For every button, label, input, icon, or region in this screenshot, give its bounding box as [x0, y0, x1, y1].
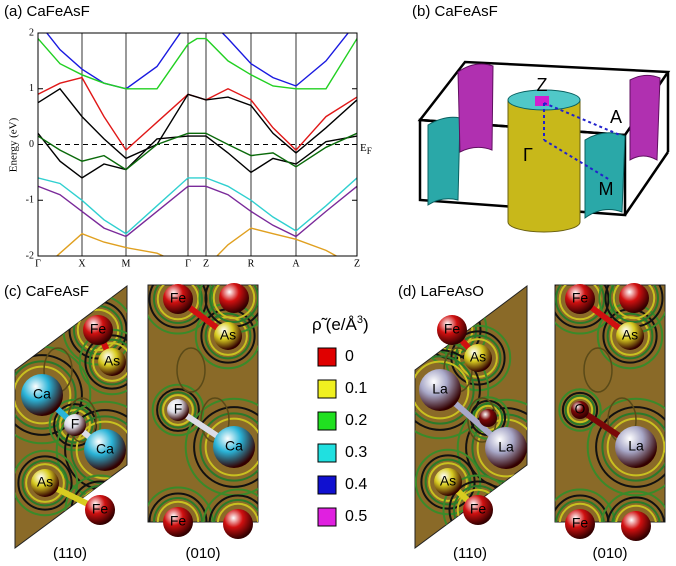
atom-label: F	[174, 401, 183, 417]
density-maps: FeAsCaFCaAsFe(110)FeAsFCaFe(010)FeAsLaLa…	[0, 264, 676, 562]
legend-label: 0	[345, 348, 354, 365]
legend-swatch	[318, 348, 336, 366]
atom-label: La	[432, 381, 448, 397]
band	[38, 39, 357, 89]
figure: (a) CaFeAsF (b) CaFeAsF (c) CaFeAsF (d) …	[0, 0, 676, 566]
fermi-label: EF	[360, 142, 372, 157]
plane-label: (110)	[453, 545, 487, 562]
density-map: Fe As La La As Fe (110)	[392, 286, 555, 562]
density-map: FeAsOLaFe(010)	[546, 264, 676, 562]
legend-swatch	[318, 380, 336, 398]
legend-title: ρ̃(e/Å3)	[312, 314, 369, 335]
atom-label: Ca	[225, 438, 243, 454]
atom-label: F	[71, 416, 80, 432]
x-tick-label: Γ	[185, 258, 191, 269]
atom-label: La	[628, 438, 644, 454]
legend-label: 0.3	[345, 444, 367, 461]
legend-unit: (e/Å	[326, 315, 358, 334]
legend-label: 0.5	[345, 508, 367, 525]
legend-unit: )	[363, 315, 369, 334]
atom-label: Fe	[572, 290, 589, 306]
x-tick-label: Γ	[35, 258, 41, 269]
x-tick-label: R	[248, 258, 255, 269]
atom	[219, 283, 249, 313]
band	[38, 89, 357, 159]
atom-label: As	[622, 327, 638, 343]
panel-title: (c) CaFeAsF	[4, 283, 89, 300]
atom	[223, 509, 253, 539]
density-map: Fe As F Ca Fe (010)	[144, 264, 283, 562]
atom	[479, 409, 497, 427]
legend-label: 0.4	[345, 476, 367, 493]
x-tick-label: Z	[354, 258, 360, 269]
y-tick-label: -2	[26, 250, 34, 261]
atom-label: As	[470, 349, 486, 365]
atom-label: Fe	[572, 515, 589, 531]
atom	[621, 511, 651, 541]
legend-swatch	[318, 476, 336, 494]
y-tick-label: 0	[29, 139, 34, 150]
panel-title: (a) CaFeAsF	[4, 3, 90, 20]
k-point-label: Γ	[523, 145, 533, 165]
x-tick-label: A	[292, 258, 300, 269]
atom-label: O	[575, 401, 586, 417]
legend-label: 0.1	[345, 380, 367, 397]
band	[38, 186, 357, 236]
atom-label: As	[220, 327, 236, 343]
legend-swatch	[318, 412, 336, 430]
plane-label: (010)	[185, 545, 220, 562]
atom-label: Fe	[90, 321, 107, 337]
atom	[619, 283, 649, 313]
plane-label: (010)	[592, 545, 627, 562]
atom-label: As	[37, 474, 53, 490]
fermi-label-sub: F	[367, 146, 372, 156]
x-tick-label: X	[78, 258, 86, 269]
panel-title: (d) LaFeAsO	[398, 283, 484, 300]
legend-label: 0.2	[345, 412, 367, 429]
legend-swatch	[318, 444, 336, 462]
atom-label: Fe	[444, 321, 461, 337]
band	[38, 133, 357, 178]
legend-swatch	[318, 508, 336, 526]
plane-label: (110)	[53, 545, 87, 562]
band	[38, 228, 357, 273]
y-axis-label: Energy (eV)	[8, 117, 20, 172]
atom-label: La	[498, 439, 514, 455]
x-tick-label: M	[122, 258, 131, 269]
band	[38, 133, 357, 169]
atom-label: As	[104, 353, 120, 369]
y-tick-label: -1	[26, 195, 34, 206]
y-tick-label: 1	[29, 83, 34, 94]
k-point-label: A	[610, 107, 622, 127]
atom-label: Fe	[470, 501, 487, 517]
atom-label: As	[440, 473, 456, 489]
band	[38, 16, 357, 89]
atom-label: Fe	[170, 290, 187, 306]
y-tick-label: 2	[29, 27, 34, 38]
x-tick-label: Z	[203, 258, 209, 269]
k-point-label: Z	[537, 75, 548, 95]
panel-title: (b) CaFeAsF	[412, 3, 498, 20]
k-point-label: M	[599, 179, 614, 199]
atom-label: Fe	[92, 501, 109, 517]
atom-label: Ca	[33, 386, 51, 402]
density-map: Fe As Ca F Ca As Fe (110)	[0, 286, 153, 562]
atom-label: Fe	[170, 513, 187, 529]
atom-label: Ca	[96, 441, 114, 457]
